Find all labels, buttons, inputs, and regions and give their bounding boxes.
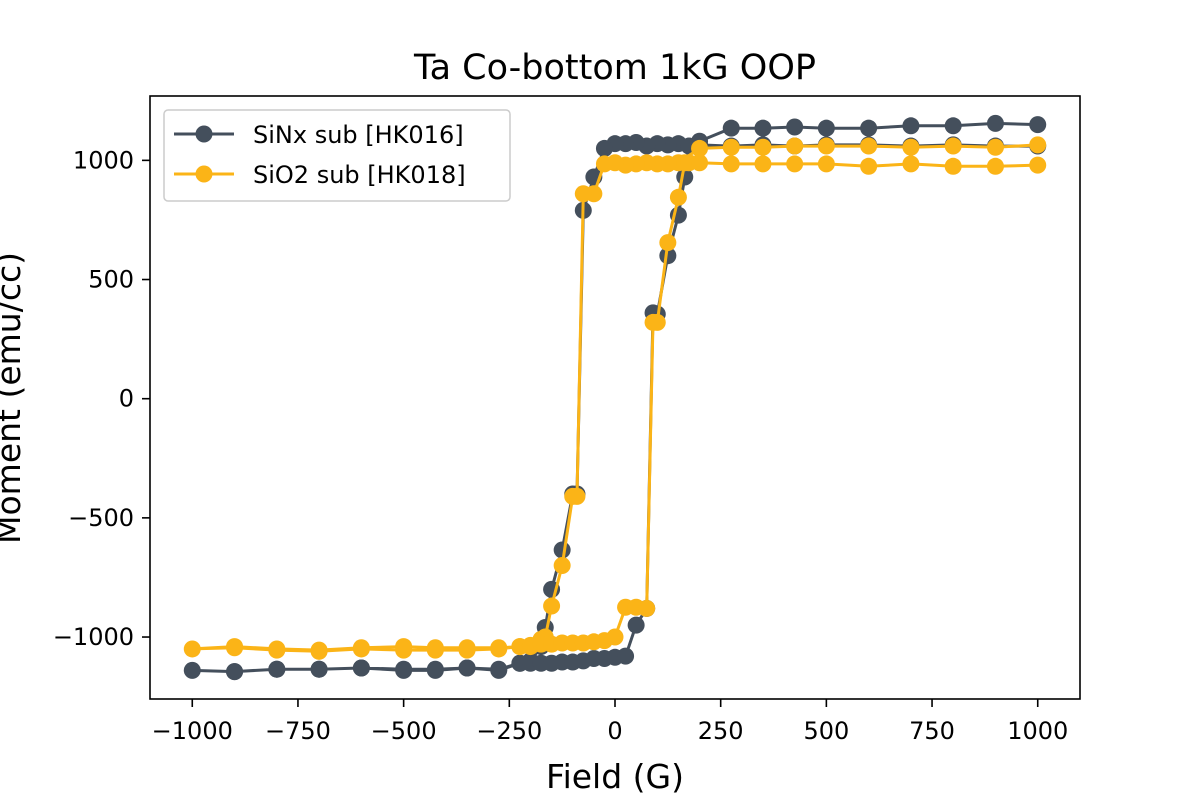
series-1-point: [395, 660, 413, 678]
series-1-point: [426, 660, 444, 678]
series-2-point: [722, 138, 740, 156]
series-1-point: [595, 139, 613, 157]
series-2-point: [659, 234, 677, 252]
series-2-point: [574, 185, 592, 203]
series-2-point: [860, 157, 878, 175]
x-axis-label: Field (G): [546, 757, 684, 796]
series-1-point: [902, 117, 920, 135]
y-tick-label: 500: [88, 266, 134, 294]
series-1-point: [268, 660, 286, 678]
series-2-point: [553, 557, 571, 575]
series-1-point: [352, 659, 370, 677]
series-2-point: [595, 155, 613, 173]
series-2-point: [691, 139, 709, 157]
series-1-point: [860, 119, 878, 137]
series-2-point: [754, 155, 772, 173]
series-2-point: [1029, 156, 1047, 174]
series-1-point: [754, 119, 772, 137]
legend-marker-1: [195, 125, 213, 143]
series-2-point: [944, 137, 962, 155]
y-tick-label: 0: [119, 385, 134, 413]
series-2-point: [183, 640, 201, 658]
series-1-point: [722, 119, 740, 137]
y-tick-label: −1000: [53, 623, 134, 651]
series-1-point: [490, 660, 508, 678]
series-2-point: [648, 313, 666, 331]
series-1-point: [986, 114, 1004, 132]
y-tick-label: 1000: [73, 146, 134, 174]
series-2-point: [543, 597, 561, 615]
series-2-point: [310, 641, 328, 659]
legend-marker-2: [195, 165, 213, 183]
chart-title: Ta Co-bottom 1kG OOP: [413, 48, 816, 88]
series-2-point: [902, 138, 920, 156]
series-1-point: [617, 647, 635, 665]
series-2-point: [490, 639, 508, 657]
x-tick-label: 1000: [1007, 717, 1068, 745]
series-1-point: [627, 616, 645, 634]
series-2-point: [754, 138, 772, 156]
series-2-point: [944, 157, 962, 175]
series-1-point: [817, 119, 835, 137]
x-tick-label: 750: [909, 717, 955, 745]
x-axis: −1000 −750 −500 −250 0 250 500 750 1000: [152, 699, 1068, 745]
series-2-point: [268, 640, 286, 658]
series-2-point: [786, 137, 804, 155]
series-2-point: [1029, 136, 1047, 154]
series-2-point: [458, 639, 476, 657]
series-1-point: [310, 660, 328, 678]
series-2-point: [817, 137, 835, 155]
series-1-point: [183, 661, 201, 679]
y-axis: −1000 −500 0 500 1000: [53, 146, 150, 651]
series-2-point: [395, 638, 413, 656]
legend-box: [163, 109, 511, 202]
x-tick-label: −750: [265, 717, 331, 745]
series-line-1: [190, 121, 1038, 674]
series-1-point: [786, 118, 804, 136]
y-tick-label: −500: [68, 504, 134, 532]
series-2-point: [986, 138, 1004, 156]
series-1-point: [226, 663, 244, 681]
series-line-2: [190, 143, 1038, 653]
x-tick-label: −250: [476, 717, 542, 745]
series-2-point: [638, 599, 656, 617]
series-2-point: [426, 639, 444, 657]
x-tick-label: −1000: [152, 717, 233, 745]
series-2-point: [817, 155, 835, 173]
series-2-point: [226, 638, 244, 656]
legend-label-1: SiNx sub [HK016]: [253, 121, 464, 149]
series-2-point: [722, 155, 740, 173]
series-layer: [183, 114, 1047, 681]
series-1-point: [944, 117, 962, 135]
series-2-point: [669, 188, 687, 206]
series-1-point: [659, 247, 677, 265]
series-2-point: [606, 628, 624, 646]
x-tick-label: 0: [607, 717, 622, 745]
x-tick-label: 500: [803, 717, 849, 745]
series-2-point: [786, 155, 804, 173]
series-2-point: [986, 157, 1004, 175]
series-2-point: [691, 154, 709, 172]
series-2-point: [902, 155, 920, 173]
series-2-point: [564, 487, 582, 505]
x-tick-label: 250: [698, 717, 744, 745]
x-tick-label: −500: [371, 717, 437, 745]
series-2-point: [352, 639, 370, 657]
series-1-point: [1029, 116, 1047, 134]
legend: SiNx sub [HK016] SiO2 sub [HK018]: [163, 109, 511, 202]
series-1-point: [458, 659, 476, 677]
series-2-point: [860, 137, 878, 155]
legend-label-2: SiO2 sub [HK018]: [253, 161, 466, 189]
y-axis-label: Moment (emu/cc): [0, 252, 28, 544]
